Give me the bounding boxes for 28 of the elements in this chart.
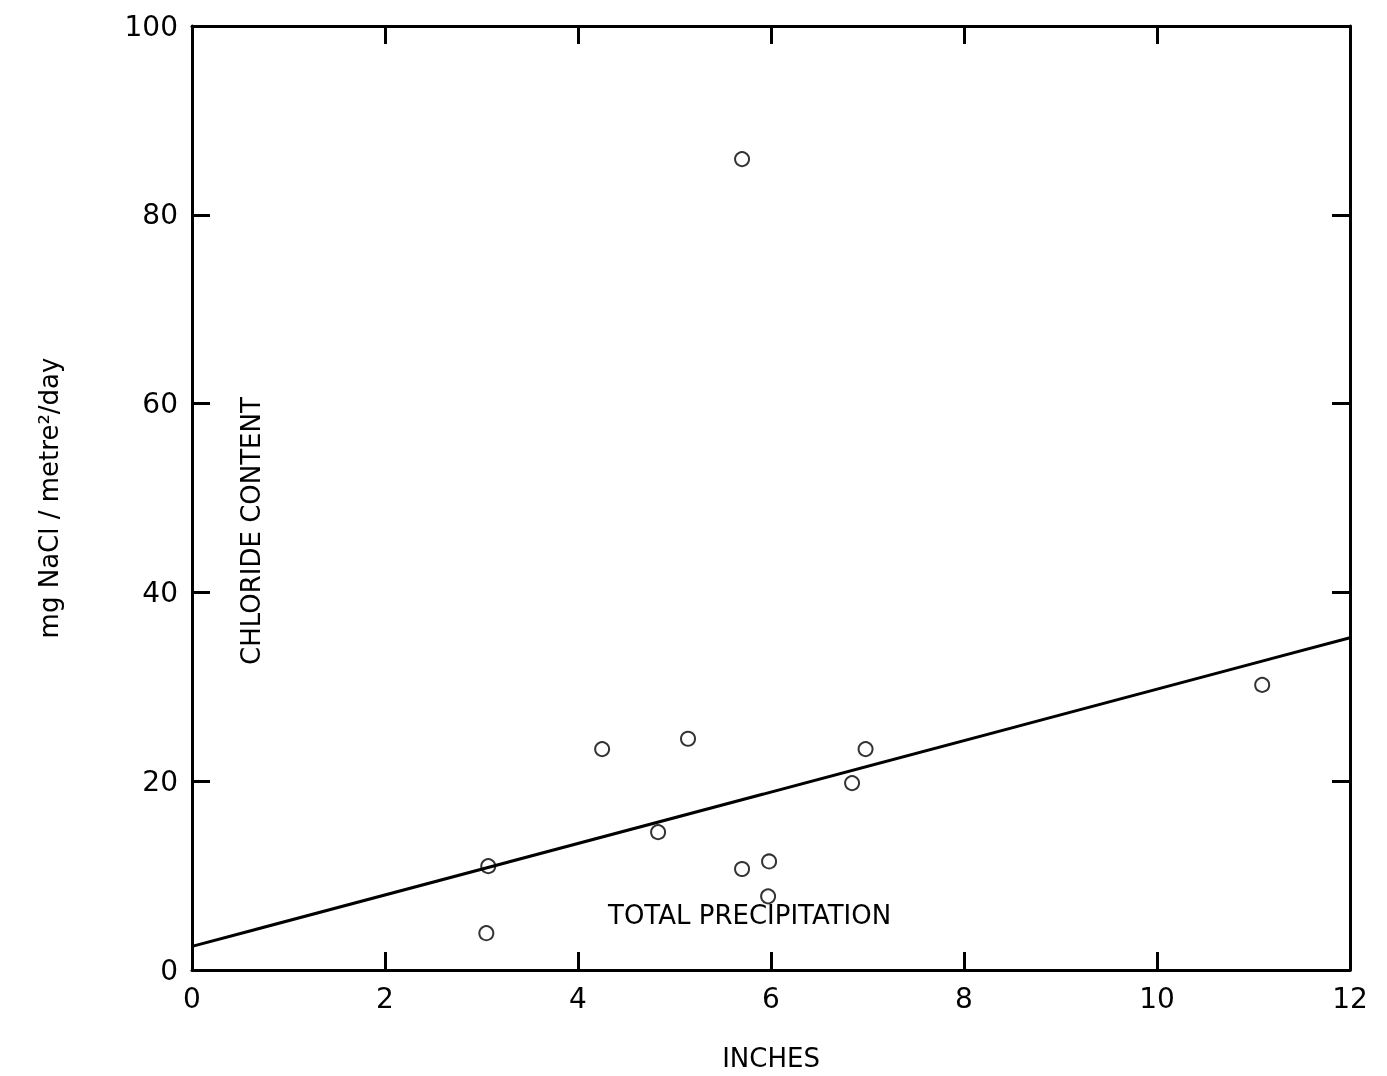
annotation: TOTAL PRECIPITATION [607,900,892,930]
point [857,741,874,758]
x-axis-title: INCHES [722,1043,820,1073]
x-tick-label: 12 [1332,981,1368,1015]
x-tick-label: 4 [569,981,587,1015]
y-tick-label: 60 [142,387,178,421]
point [761,853,778,870]
x-tick-label: 8 [955,981,973,1015]
y-axis-title: mg NaCl / metre²/day [34,357,64,639]
y-tick-label: 20 [142,764,178,798]
point [734,151,751,168]
y-tick-label: 80 [142,198,178,232]
x-tick-label: 10 [1139,981,1175,1015]
y-tick-label: 40 [142,575,178,609]
point [844,775,861,792]
point [734,861,751,877]
x-tick-label: 0 [183,981,201,1015]
point [650,824,667,841]
point [760,888,777,905]
point [1254,676,1271,693]
y-tick-label: 0 [160,953,178,987]
x-tick-label: 6 [762,981,780,1015]
annotation: CHLORIDE CONTENT [236,397,266,665]
point [594,741,611,758]
point [478,925,495,942]
point [680,730,697,747]
x-tick-label: 2 [376,981,394,1015]
y-tick-label: 100 [124,9,178,43]
